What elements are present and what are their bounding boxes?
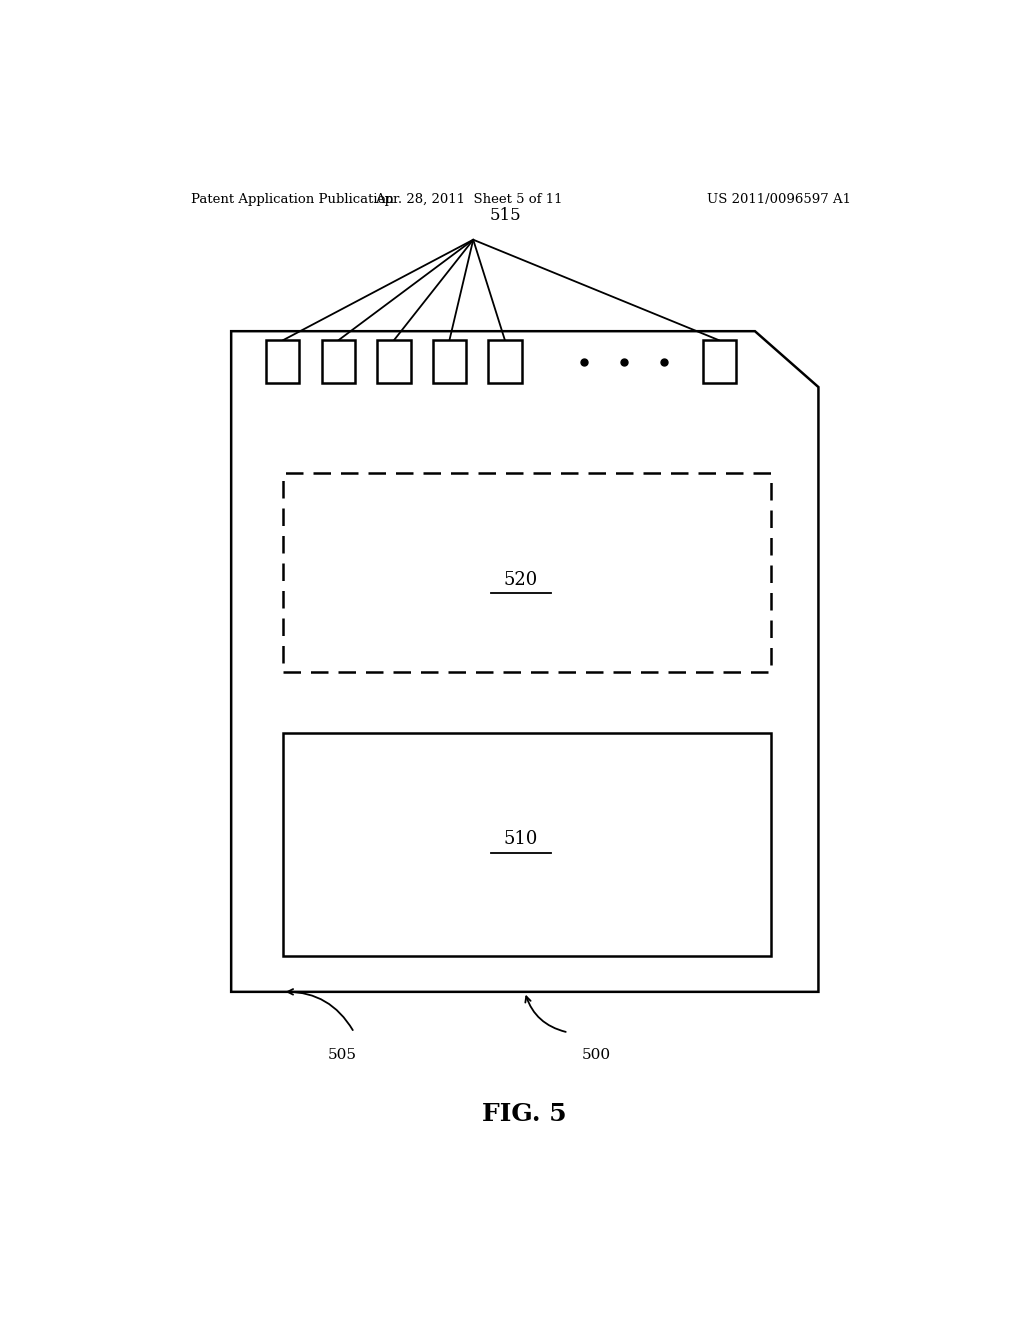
Text: 520: 520 xyxy=(504,572,538,589)
Bar xyxy=(377,341,411,383)
Bar xyxy=(322,341,355,383)
Text: 515: 515 xyxy=(489,207,521,224)
Text: 505: 505 xyxy=(328,1048,356,1061)
Bar xyxy=(283,733,771,956)
Text: Apr. 28, 2011  Sheet 5 of 11: Apr. 28, 2011 Sheet 5 of 11 xyxy=(376,193,563,206)
Text: 510: 510 xyxy=(504,830,538,849)
Text: 500: 500 xyxy=(582,1048,610,1061)
Bar xyxy=(702,341,736,383)
Bar xyxy=(283,474,771,672)
Bar xyxy=(433,341,466,383)
Text: US 2011/0096597 A1: US 2011/0096597 A1 xyxy=(707,193,851,206)
Text: Patent Application Publication: Patent Application Publication xyxy=(191,193,394,206)
Polygon shape xyxy=(231,331,818,991)
Bar xyxy=(488,341,521,383)
Text: FIG. 5: FIG. 5 xyxy=(482,1102,567,1126)
Bar xyxy=(266,341,299,383)
